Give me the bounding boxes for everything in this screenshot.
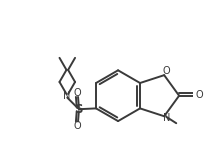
Text: O: O [162, 66, 170, 76]
Text: O: O [196, 90, 203, 100]
Text: N: N [63, 91, 70, 101]
Text: S: S [75, 103, 83, 116]
Text: O: O [73, 88, 81, 98]
Text: N: N [163, 113, 171, 123]
Text: O: O [73, 121, 81, 131]
